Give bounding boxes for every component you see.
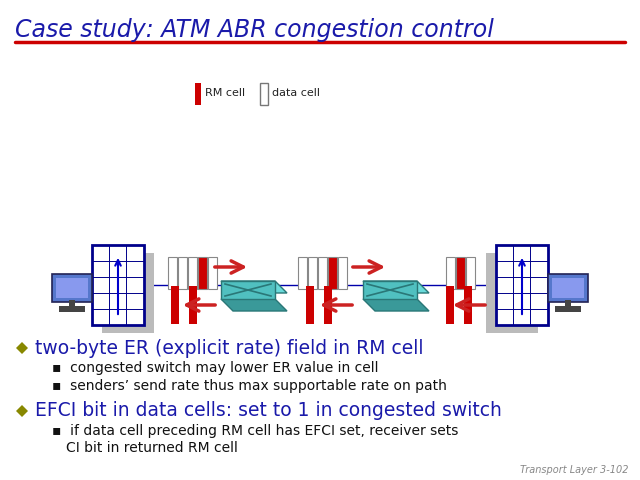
Text: Case study: ATM ABR congestion control: Case study: ATM ABR congestion control bbox=[15, 18, 494, 42]
Text: Transport Layer 3-102: Transport Layer 3-102 bbox=[520, 465, 628, 475]
Bar bbox=[565, 300, 571, 307]
Text: data cell: data cell bbox=[272, 88, 320, 98]
Polygon shape bbox=[16, 342, 28, 354]
Bar bbox=[496, 245, 548, 325]
Polygon shape bbox=[363, 281, 429, 293]
Bar bbox=[171, 286, 179, 324]
Polygon shape bbox=[221, 281, 287, 293]
Polygon shape bbox=[221, 281, 275, 299]
Bar bbox=[198, 257, 207, 289]
Bar bbox=[328, 257, 337, 289]
Bar bbox=[189, 286, 197, 324]
Text: RM cell: RM cell bbox=[205, 88, 245, 98]
Bar bbox=[69, 300, 75, 307]
Bar bbox=[92, 245, 144, 325]
Bar bbox=[298, 257, 307, 289]
Text: CI bit in returned RM cell: CI bit in returned RM cell bbox=[66, 441, 238, 455]
Text: ▪  congested switch may lower ER value in cell: ▪ congested switch may lower ER value in… bbox=[52, 361, 378, 375]
Text: ▪  senders’ send rate thus max supportable rate on path: ▪ senders’ send rate thus max supportabl… bbox=[52, 379, 447, 393]
Bar bbox=[52, 274, 92, 302]
Bar bbox=[466, 257, 475, 289]
Text: two-byte ER (explicit rate) field in RM cell: two-byte ER (explicit rate) field in RM … bbox=[35, 338, 424, 358]
Bar bbox=[178, 257, 187, 289]
Polygon shape bbox=[363, 281, 417, 299]
Text: EFCI bit in data cells: set to 1 in congested switch: EFCI bit in data cells: set to 1 in cong… bbox=[35, 401, 502, 420]
Bar bbox=[260, 83, 268, 105]
Bar bbox=[555, 306, 581, 312]
Bar bbox=[324, 286, 332, 324]
Bar bbox=[318, 257, 327, 289]
Polygon shape bbox=[363, 299, 429, 311]
Bar bbox=[102, 253, 154, 333]
Bar bbox=[456, 257, 465, 289]
Bar bbox=[464, 286, 472, 324]
Bar bbox=[188, 257, 197, 289]
Bar bbox=[56, 278, 88, 298]
Bar bbox=[59, 306, 85, 312]
Bar bbox=[208, 257, 217, 289]
Bar bbox=[446, 286, 454, 324]
Bar bbox=[308, 257, 317, 289]
Text: ▪  if data cell preceding RM cell has EFCI set, receiver sets: ▪ if data cell preceding RM cell has EFC… bbox=[52, 424, 458, 438]
Polygon shape bbox=[16, 405, 28, 417]
Bar bbox=[548, 274, 588, 302]
Bar bbox=[446, 257, 455, 289]
Polygon shape bbox=[221, 299, 287, 311]
Bar bbox=[195, 83, 201, 105]
Bar bbox=[168, 257, 177, 289]
Bar bbox=[486, 253, 538, 333]
Bar bbox=[338, 257, 347, 289]
Bar bbox=[552, 278, 584, 298]
Bar bbox=[306, 286, 314, 324]
